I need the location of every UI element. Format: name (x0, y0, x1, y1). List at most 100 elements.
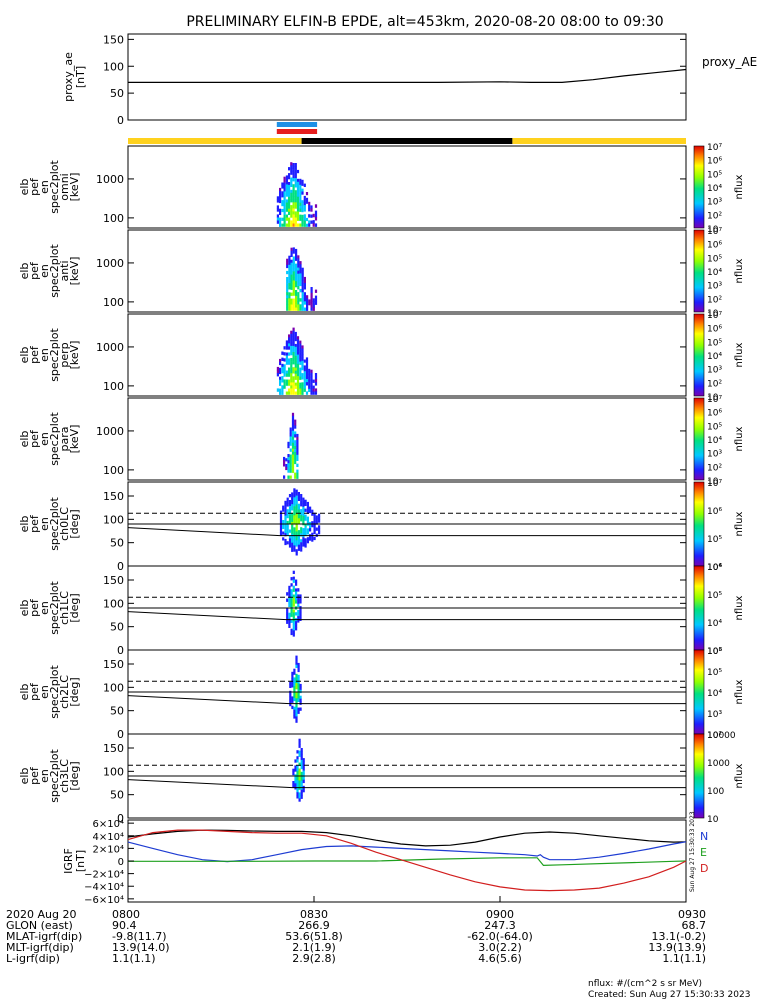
spectrogram-cell (301, 283, 304, 287)
ytick-label-3-1: 1000 (96, 257, 124, 270)
spectrogram-cell (291, 519, 294, 523)
spectrogram-cell (292, 163, 295, 167)
spectrogram-cell (292, 594, 295, 598)
ephem-cell-2-3: 13.1(-0.2) (651, 930, 706, 943)
spectrogram-cell (294, 391, 297, 395)
ylabel-2-1: pef (28, 177, 41, 196)
spectrogram-cell (279, 220, 282, 224)
spectrogram-cell (314, 223, 318, 227)
spectrogram-cell (294, 178, 297, 182)
spectrogram-cell (288, 517, 292, 521)
spectrogram-cell (295, 275, 298, 279)
spectrogram-cell (288, 286, 291, 290)
spectrogram-cell (312, 307, 315, 311)
spectrogram-cell (296, 448, 299, 453)
spectrogram-cell (303, 283, 306, 287)
spectrogram-cell (305, 200, 309, 204)
spectrogram-cell (294, 172, 297, 176)
colorbar-label-5: nflux (734, 426, 745, 451)
spectrogram-cell (299, 611, 302, 616)
ylabel-9-2: en (38, 769, 51, 783)
spectrogram-cell (285, 361, 288, 365)
spectrogram-cell (293, 518, 296, 522)
spectrogram-cell (313, 524, 316, 528)
spectrogram-cell (299, 358, 302, 362)
spectrogram-cell (288, 337, 291, 341)
spectrogram-cell (276, 366, 279, 371)
spectrogram-cell (292, 370, 295, 374)
spectrogram-cell (290, 388, 293, 392)
spectrogram-cell (290, 195, 293, 200)
spectrogram-cell (282, 531, 285, 535)
spectrogram-cell (296, 217, 300, 221)
spectrogram-cell (305, 223, 309, 227)
spectrogram-cell (288, 193, 291, 198)
spectrogram-cell (300, 500, 303, 504)
spectrogram-cell (285, 382, 288, 386)
spectrogram-cell (299, 202, 302, 206)
spectrogram-cell (308, 380, 311, 384)
spectrogram-cell (293, 515, 296, 519)
spectrogram-cell (310, 388, 313, 392)
spectrogram-cell (295, 588, 298, 592)
ylabel-7-3: spec2plot (48, 581, 61, 635)
spectrogram-cell (290, 330, 293, 334)
spectrogram-cell (297, 267, 300, 271)
spectrogram-cell (285, 184, 288, 188)
spectrogram-cell (295, 537, 298, 541)
side-stamp: Sun Aug 27 15:30:33 2023 (689, 811, 696, 892)
spectrogram-cell (291, 433, 295, 437)
spectrogram-cell (302, 540, 305, 544)
spectrogram-cell (303, 307, 306, 311)
colorbar-tick-2-3: 10⁴ (707, 184, 722, 194)
spectrogram-cell (299, 273, 302, 277)
spectrogram-cell (304, 529, 307, 533)
spectrogram-cell (297, 597, 300, 601)
zone-marker-1 (276, 129, 318, 134)
spectrogram-cell (293, 689, 296, 693)
ytick-label-7-2: 100 (103, 597, 124, 610)
ylabel-6-3: spec2plot (48, 497, 61, 551)
spectrogram-cell (299, 261, 302, 265)
spectrogram-cell (290, 189, 293, 194)
spectrogram-cell (284, 527, 287, 531)
spectrogram-cell (292, 247, 295, 251)
spectrogram-cell (313, 521, 316, 525)
spectrogram-cell (286, 261, 289, 265)
colorbar-label-8: nflux (734, 679, 745, 704)
spectrogram-cell (283, 176, 286, 180)
spectrogram-cell (296, 211, 300, 215)
spectrogram-cell (294, 214, 297, 218)
ephem-row-label-1: GLON (east) (6, 919, 73, 932)
spectrogram-cell (279, 532, 283, 536)
spectrogram-cell (291, 671, 294, 676)
spectrogram-cell (294, 385, 297, 389)
spectrogram-cell (295, 707, 298, 711)
spectrogram-cell (310, 372, 313, 377)
spectrogram-cell (294, 205, 297, 209)
spectrogram-cell (286, 295, 289, 299)
spectrogram-cell (279, 388, 282, 392)
spectrogram-cell (314, 210, 318, 215)
colorbar-5 (693, 397, 705, 481)
spectrogram-cell (288, 334, 291, 338)
spectrogram-cell (297, 609, 300, 614)
spectrogram-cell (294, 449, 297, 453)
spectrogram-cell (279, 208, 282, 212)
spectrogram-cell (296, 339, 300, 343)
anti-loss-cone-line-6 (127, 611, 686, 621)
ylabel-9-4: ch3LC (58, 759, 71, 793)
spectrogram-cell (303, 298, 306, 302)
spectrogram-cell (296, 391, 300, 395)
spectrogram-cell (300, 786, 303, 790)
spectrogram-cell (299, 196, 302, 200)
spectrogram-cell (295, 504, 298, 508)
spectrogram-cell (288, 500, 292, 504)
spectrogram-cell (288, 258, 291, 263)
spectrogram-cell (299, 288, 302, 293)
spectrogram-cell (310, 375, 313, 380)
spectrogram-cell (285, 370, 288, 374)
spectrogram-cell (314, 217, 318, 221)
